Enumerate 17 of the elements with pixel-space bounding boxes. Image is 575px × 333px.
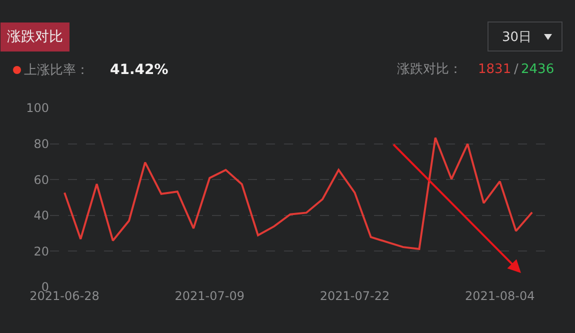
y-tick-label: 20 [34,244,49,258]
y-tick-label: 80 [34,137,49,151]
text: / [514,62,519,77]
line-series [64,136,534,250]
text: 2436 [521,62,554,77]
text: 30日 [502,30,532,45]
chart-title: 涨跌对比 [7,29,63,45]
x-tick-label: 2021-07-09 [174,289,245,303]
y-tick-label: 60 [34,172,49,187]
y-tick-label: 100 [26,101,49,116]
x-tick-label: 2021-07-22 [320,289,390,303]
text: 上涨比率： [24,62,89,78]
x-tick-label: 2021-08-04 [464,289,535,303]
text: 涨跌对比： [397,62,462,77]
text: 1831 [478,62,512,77]
text: 41.42% [110,62,168,78]
y-tick-label: 40 [34,208,49,223]
